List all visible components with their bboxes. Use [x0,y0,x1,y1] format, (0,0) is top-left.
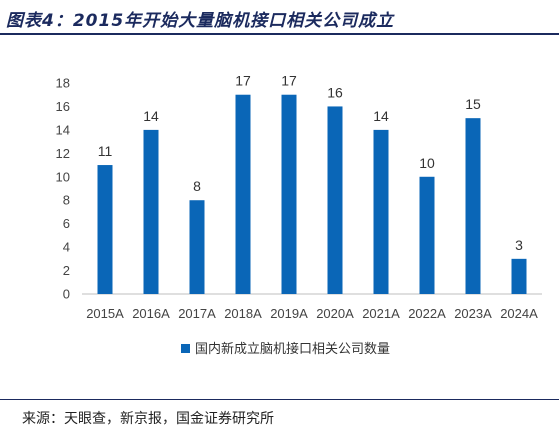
legend-swatch [181,344,190,353]
data-label: 14 [373,108,389,124]
bar [235,94,251,294]
x-tick-label: 2020A [316,306,354,321]
y-tick-label: 14 [56,122,70,137]
y-tick-label: 12 [56,146,70,161]
x-tick-label: 2023A [454,306,492,321]
bar [373,129,389,294]
bar [511,258,527,294]
x-tick-label: 2017A [178,306,216,321]
y-tick-label: 4 [63,240,70,255]
chart-title: 图表4：2015年开始大量脑机接口相关公司成立 [6,11,395,31]
y-tick-label: 16 [56,99,70,114]
legend-label: 国内新成立脑机接口相关公司数量 [195,341,390,357]
x-tick-label: 2024A [500,306,538,321]
data-label: 15 [465,96,481,112]
data-label: 3 [515,237,523,253]
y-tick-label: 0 [63,287,70,302]
data-label: 17 [235,73,251,89]
bars [97,94,527,295]
legend: 国内新成立脑机接口相关公司数量 [181,341,390,357]
data-labels: 11 14 8 17 17 16 14 10 15 3 [98,73,523,253]
y-tick-label: 8 [63,193,70,208]
x-tick-label: 2016A [132,306,170,321]
axes: 0 2 4 6 8 10 12 14 16 18 2015A 2016A 2017A 2018A 2019A… [56,76,542,321]
data-label: 14 [143,108,159,124]
bar [189,200,205,294]
y-tick-label: 6 [63,216,70,231]
bar [97,165,113,294]
data-label: 17 [281,73,297,89]
bar [419,176,435,294]
x-tick-label: 2021A [362,306,400,321]
bar [327,106,343,294]
x-tick-label: 2022A [408,306,446,321]
data-label: 16 [327,84,343,100]
source-divider [0,399,559,400]
y-tick-label: 10 [56,169,70,184]
source-note: 来源：天眼查，新京报，国金证券研究所 [22,411,274,427]
bar [143,129,159,294]
y-tick-label: 2 [63,263,70,278]
title-divider [0,33,559,35]
data-label: 11 [98,143,113,159]
x-tick-label: 2018A [224,306,262,321]
bar [465,118,481,295]
x-tick-label: 2015A [86,306,124,321]
x-tick-label: 2019A [270,306,308,321]
bar [281,94,297,294]
data-label: 10 [419,155,435,171]
data-label: 8 [193,178,201,194]
y-tick-label: 18 [56,76,70,91]
